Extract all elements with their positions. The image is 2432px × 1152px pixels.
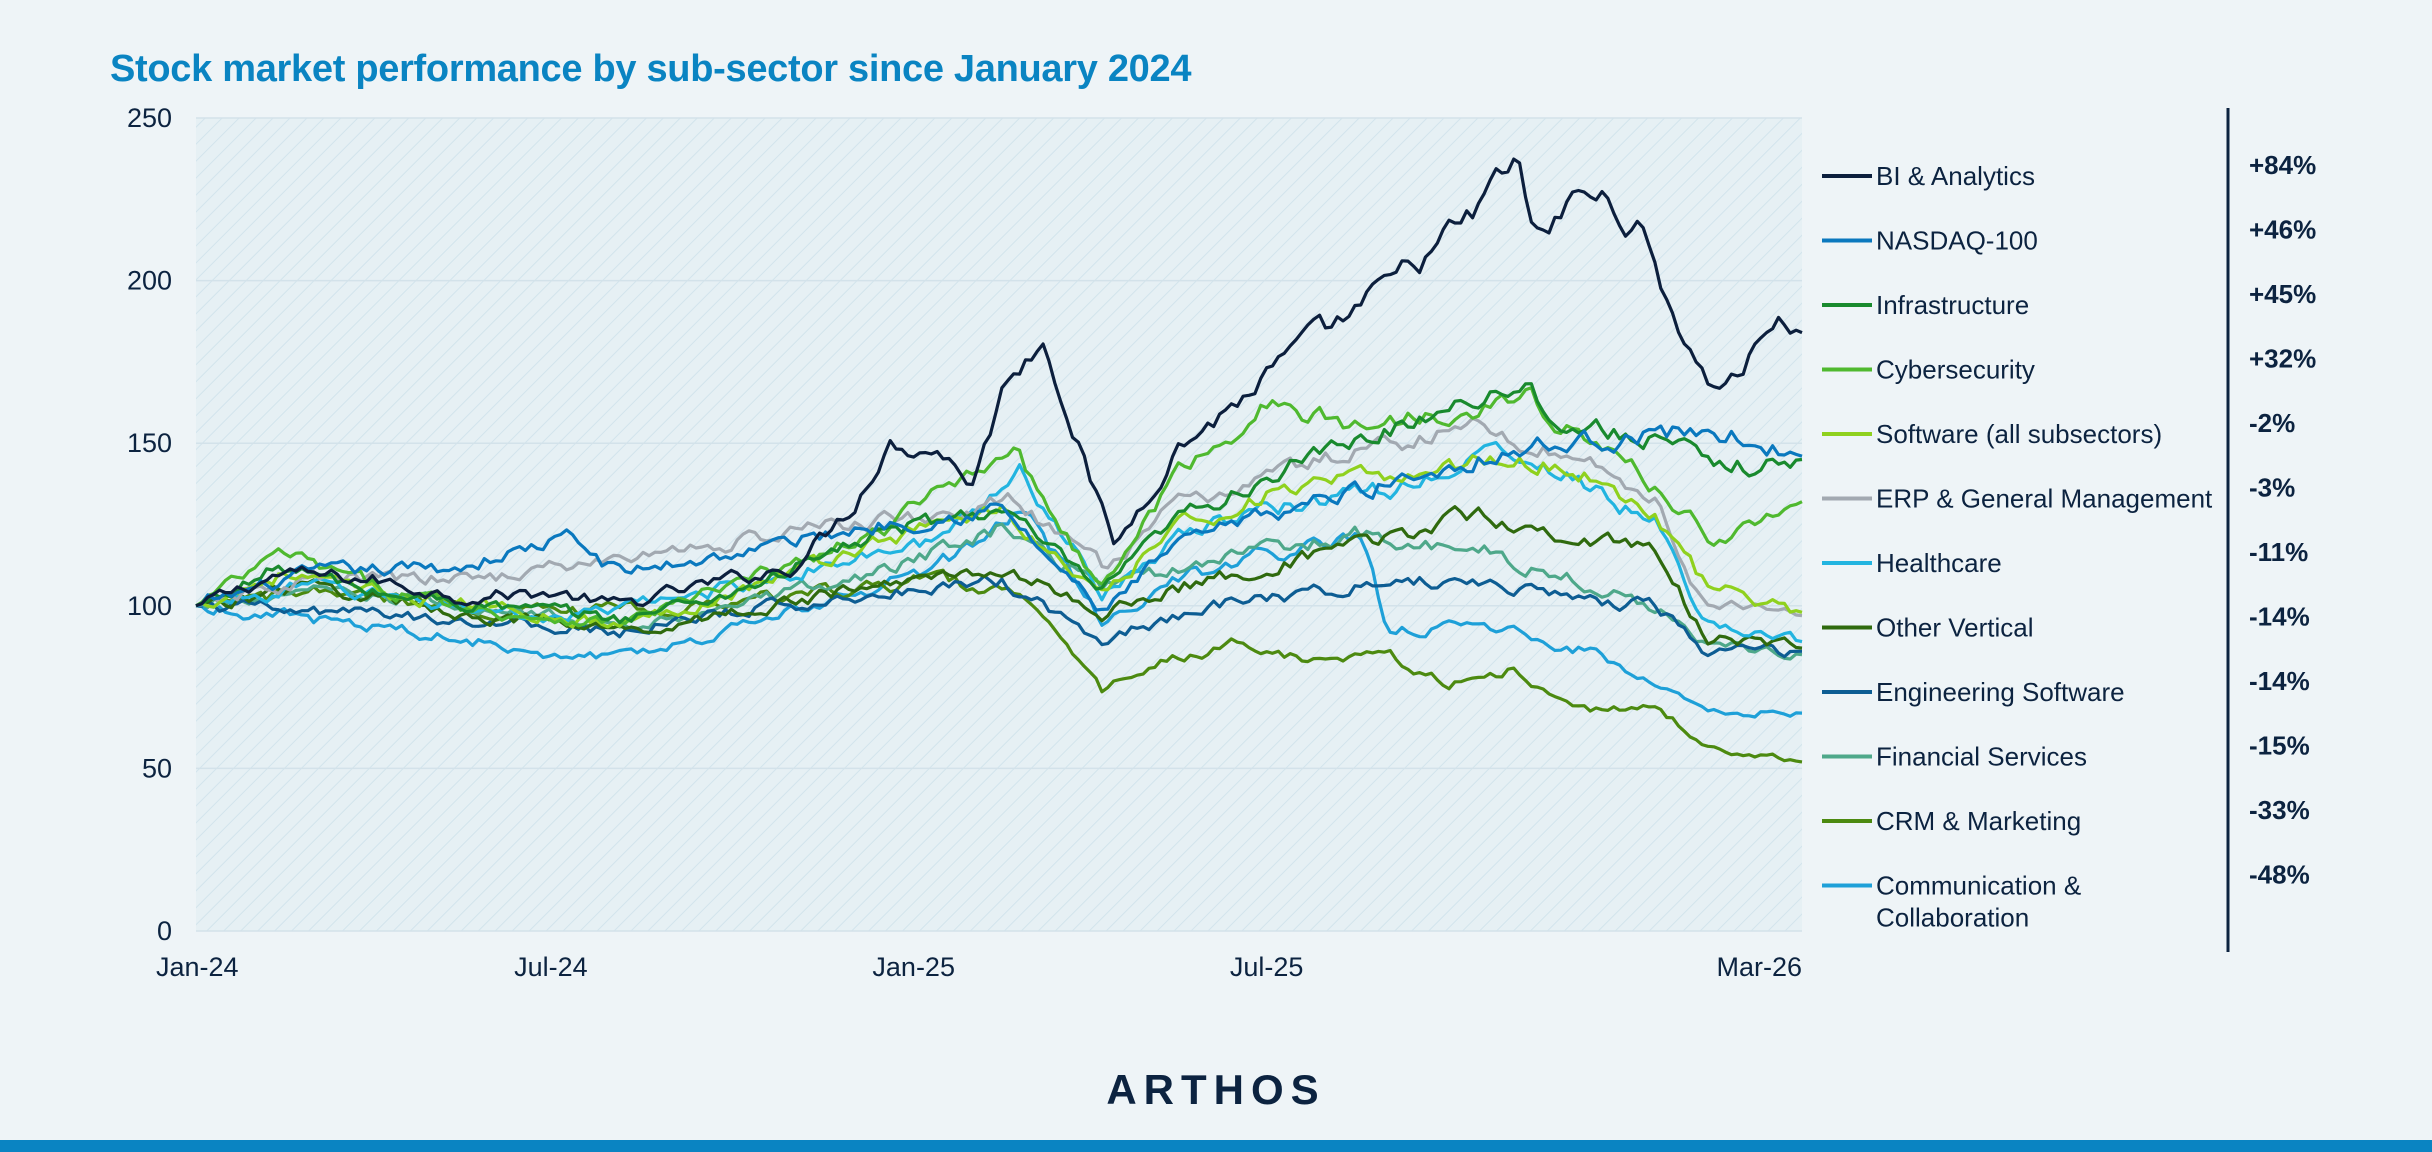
legend: BI & Analytics +84% NASDAQ-100 +46% Infrastr… — [1822, 150, 2316, 933]
change-label: +32% — [2249, 344, 2316, 374]
series-line-infrastructure — [195, 382, 1803, 625]
y-tick-label: 100 — [127, 591, 172, 621]
legend-label: Other Vertical — [1876, 613, 2034, 643]
legend-item: Healthcare -11% — [1822, 537, 2308, 578]
y-tick-label: 200 — [127, 266, 172, 296]
legend-label: Engineering Software — [1876, 677, 2125, 707]
series-line-nasdaq-100 — [195, 424, 1803, 612]
x-tick-label: Jan-25 — [872, 952, 955, 982]
x-axis-ticks: Jan-24 Jul-24 Jan-25 Jul-25 Mar-26 — [156, 952, 1802, 982]
legend-item: Cybersecurity +32% — [1822, 344, 2316, 385]
series-lines — [195, 157, 1803, 764]
legend-label: Communication & — [1876, 871, 2081, 901]
change-label: -15% — [2249, 731, 2310, 761]
change-label: -48% — [2249, 860, 2310, 890]
change-label: -33% — [2249, 795, 2310, 825]
legend-label: ERP & General Management — [1876, 484, 2213, 514]
y-tick-label: 150 — [127, 428, 172, 458]
series-line-software-all-subsectors — [195, 454, 1803, 629]
arthos-logo: ARTHOS — [1106, 1066, 1326, 1113]
series-line-bi-analytics — [195, 157, 1803, 608]
y-tick-label: 250 — [127, 103, 172, 133]
legend-item: CRM & Marketing -33% — [1822, 795, 2310, 836]
legend-item: Communication &Collaboration -48% — [1822, 860, 2310, 933]
legend-label: Financial Services — [1876, 742, 2087, 772]
change-label: +84% — [2249, 150, 2316, 180]
change-label: -11% — [2249, 537, 2308, 567]
legend-label: BI & Analytics — [1876, 161, 2035, 191]
x-tick-label: Jul-25 — [1230, 952, 1304, 982]
change-label: -14% — [2249, 666, 2310, 696]
change-label: +45% — [2249, 279, 2316, 309]
legend-item: Software (all subsectors) -2% — [1822, 408, 2295, 449]
legend-label: NASDAQ-100 — [1876, 226, 2038, 256]
series-line-erp-general-management — [195, 416, 1803, 618]
legend-label: Cybersecurity — [1876, 355, 2035, 385]
x-tick-label: Mar-26 — [1716, 952, 1802, 982]
series-line-healthcare — [195, 441, 1803, 644]
legend-item: BI & Analytics +84% — [1822, 150, 2316, 191]
legend-label: Collaboration — [1876, 903, 2029, 933]
series-line-other-vertical — [195, 505, 1803, 650]
y-axis-ticks: 0 50 100 150 200 250 — [127, 103, 172, 946]
y-tick-label: 50 — [142, 753, 172, 783]
y-tick-label: 0 — [157, 916, 172, 946]
legend-item: Infrastructure +45% — [1822, 279, 2316, 320]
legend-label: Software (all subsectors) — [1876, 419, 2162, 449]
change-label: +46% — [2249, 215, 2316, 245]
legend-item: NASDAQ-100 +46% — [1822, 215, 2316, 256]
change-label: -2% — [2249, 408, 2295, 438]
x-tick-label: Jul-24 — [514, 952, 588, 982]
legend-item: Engineering Software -14% — [1822, 666, 2310, 707]
change-label: -14% — [2249, 602, 2310, 632]
legend-item: ERP & General Management -3% — [1822, 473, 2295, 514]
brand-bar — [0, 1140, 2432, 1152]
change-label: -3% — [2249, 473, 2295, 503]
legend-item: Financial Services -15% — [1822, 731, 2310, 772]
legend-label: CRM & Marketing — [1876, 806, 2081, 836]
legend-label: Infrastructure — [1876, 290, 2029, 320]
legend-item: Other Vertical -14% — [1822, 602, 2310, 643]
series-line-engineering-software — [195, 574, 1802, 659]
x-tick-label: Jan-24 — [156, 952, 239, 982]
legend-label: Healthcare — [1876, 548, 2002, 578]
chart-title: Stock market performance by sub-sector s… — [110, 48, 1192, 90]
